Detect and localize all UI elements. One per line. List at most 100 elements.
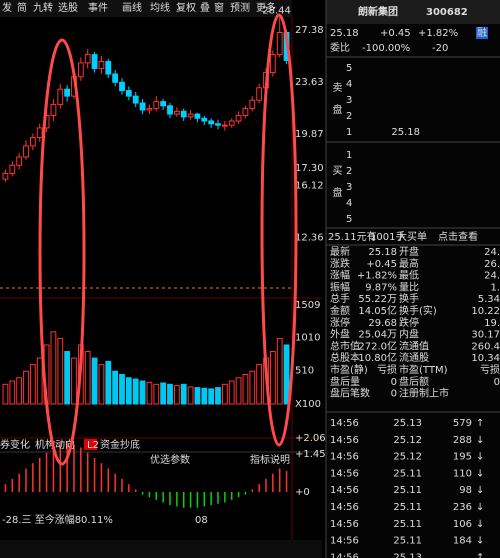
stat-label: 市盈(TTM) [399,363,448,376]
stat-label: 量比 [399,281,419,293]
footer-text: -28.三 至今涨幅80.11% [2,513,113,526]
candle-body [16,156,23,166]
stat-label: 换手(实) [399,304,437,317]
stat-label: 开盘 [399,245,419,258]
quote-panel [326,0,500,558]
stat-label: 涨幅 [330,269,350,282]
tab[interactable]: L2 [87,440,99,451]
candle-body [160,101,167,107]
stat-label: 流通值 [399,339,429,352]
stat-label: 最低 [399,269,419,282]
sell-level: 1 [346,127,352,138]
sell-level: 2 [346,111,352,122]
stat-value: 14.05亿 [358,304,397,317]
tab[interactable]: 券变化 [0,438,30,451]
candle-body [125,90,132,97]
stat-value: 10.22 [471,306,500,317]
volume-bar [57,337,64,405]
stat-label: 盘后额 [399,375,429,388]
tab[interactable]: 机构动向 [35,438,75,451]
volume-bar [201,387,208,405]
stat-label: 最新 [330,245,350,258]
volume-bar [187,386,194,405]
toolbar-item[interactable]: 简 [17,1,27,14]
volume-bar [276,337,283,405]
indicator-help[interactable]: 指标说明 [250,453,290,466]
volume-bar [119,373,125,405]
buy-level: 1 [346,150,352,161]
toolbar-item[interactable]: 发 [2,1,12,14]
toolbar-item[interactable]: 更多 [256,1,276,14]
toolbar-item[interactable]: 窗 [214,1,224,14]
trade-volume: 98 [459,485,472,496]
toolbar-item[interactable]: 事件 [88,1,108,14]
trade-price: 25.12 [393,435,422,446]
volume-tick-label: 1010 [295,333,320,344]
tab[interactable]: 资金抄底 [100,438,140,451]
candle-body [269,54,276,74]
status-bar [0,540,322,558]
macd-tick-label: +2.06 [295,433,326,444]
toolbar-item[interactable]: 选股 [58,1,78,14]
toolbar-item[interactable]: 九转 [33,1,53,14]
trade-volume: 195 [453,452,472,463]
stat-label: 金额 [330,304,350,317]
stock-name: 朗新集团 [358,5,398,18]
change: +0.45 [380,28,411,39]
candle-body [242,108,249,116]
stat-value: 亏损 [377,363,397,376]
l2-badge [84,439,97,450]
candle-body [221,124,228,127]
candle-body [187,113,194,118]
candle-body [235,114,242,122]
stat-label: 涨停 [330,316,350,329]
stat-label: 振幅 [330,280,350,293]
trade-time: 14:56 [330,435,359,446]
candle-body [153,101,160,110]
buy-level: 3 [346,182,352,193]
volume-bar [235,377,242,405]
toolbar-item[interactable]: 预测 [230,1,250,14]
trade-volume: 106 [453,519,472,530]
stat-value: 1. [490,282,500,293]
trade-price: 25.12 [393,452,422,463]
volume-bar [105,360,112,405]
buy-level: 5 [346,214,352,225]
weibi: -100.00% [362,43,410,54]
trade-time: 14:56 [330,536,359,547]
trade-arrow: ↓ [476,452,484,463]
trade-arrow: ↓ [476,468,484,479]
volume-bar [256,364,263,405]
candle-body [201,117,208,122]
candle-body [132,95,139,104]
candle-body [91,54,98,69]
big-order: 大买单 [397,230,427,243]
volume-bar [98,364,105,405]
toolbar-item[interactable]: 均线 [150,1,170,14]
toolbar-item[interactable]: 画线 [122,1,142,14]
stat-label: 总股本 [330,351,360,364]
price: 25.18 [330,28,359,39]
pct: +1.82% [418,28,458,39]
candle-body [194,113,201,119]
volume-bar [64,351,71,405]
stat-value: 0 [391,389,397,400]
trade-time: 14:56 [330,552,359,558]
trade-volume: 236 [453,502,472,513]
toolbar-item[interactable]: 叠 [200,2,210,14]
stat-label: 注册制上市 [399,387,449,400]
big-order: 1001手 [370,230,405,243]
stat-label: 换手 [399,292,419,305]
candle-body [77,62,84,78]
candle-body [215,123,221,126]
toolbar-item[interactable]: 复权 [176,1,196,14]
big-order[interactable]: 点击查看 [438,230,478,243]
params-button[interactable]: 优选参数 [150,453,190,466]
trade-arrow: ↓ [476,485,484,496]
trade-arrow: ↓ [476,519,484,530]
stat-label: 总市值 [330,339,360,352]
candle-body [57,88,64,105]
trade-arrow: ↓ [476,502,484,513]
